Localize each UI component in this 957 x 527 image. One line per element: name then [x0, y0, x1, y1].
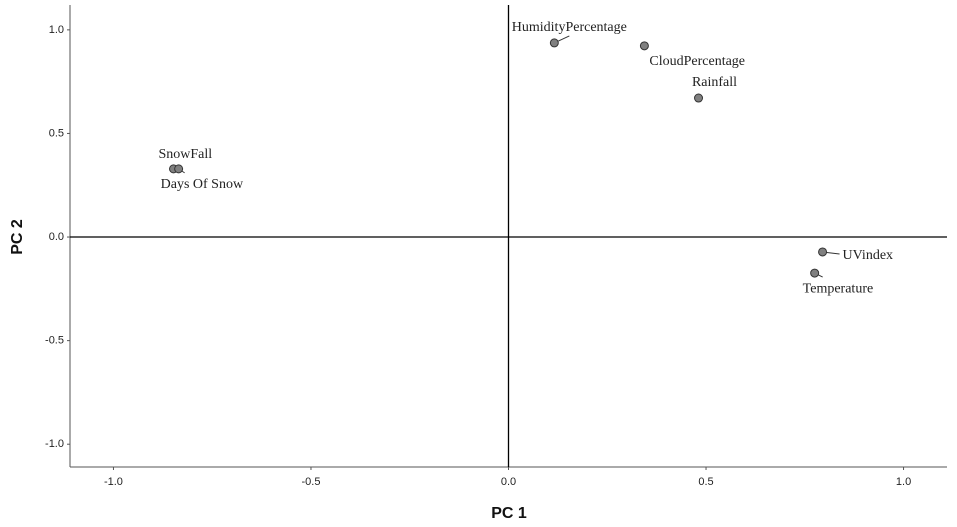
point-label: HumidityPercentage [512, 20, 627, 35]
point-label: CloudPercentage [649, 54, 745, 69]
x-tick-label: 0.0 [501, 476, 516, 488]
point [694, 93, 704, 103]
x-tick-label: 0.5 [698, 476, 713, 488]
point-label: UVindex [843, 248, 893, 263]
point-label: SnowFall [159, 147, 213, 162]
point [174, 164, 184, 174]
y-tick-label: 0.5 [49, 127, 64, 139]
x-tick-label: 1.0 [896, 476, 911, 488]
point-label: Days Of Snow [161, 177, 244, 192]
x-axis-title: PC 1 [491, 505, 527, 522]
point [810, 268, 820, 278]
y-tick-label: 1.0 [49, 24, 64, 36]
y-tick-label: -1.0 [45, 438, 64, 450]
y-axis-title: PC 2 [9, 219, 26, 255]
x-tick-label: -1.0 [104, 476, 123, 488]
point [549, 38, 559, 48]
point-label: Rainfall [692, 75, 737, 90]
point-label: Temperature [803, 281, 874, 296]
y-tick-label: 0.0 [49, 231, 64, 243]
y-tick-label: -0.5 [45, 335, 64, 347]
x-tick-label: -0.5 [301, 476, 320, 488]
point [639, 41, 649, 51]
point [818, 247, 828, 257]
